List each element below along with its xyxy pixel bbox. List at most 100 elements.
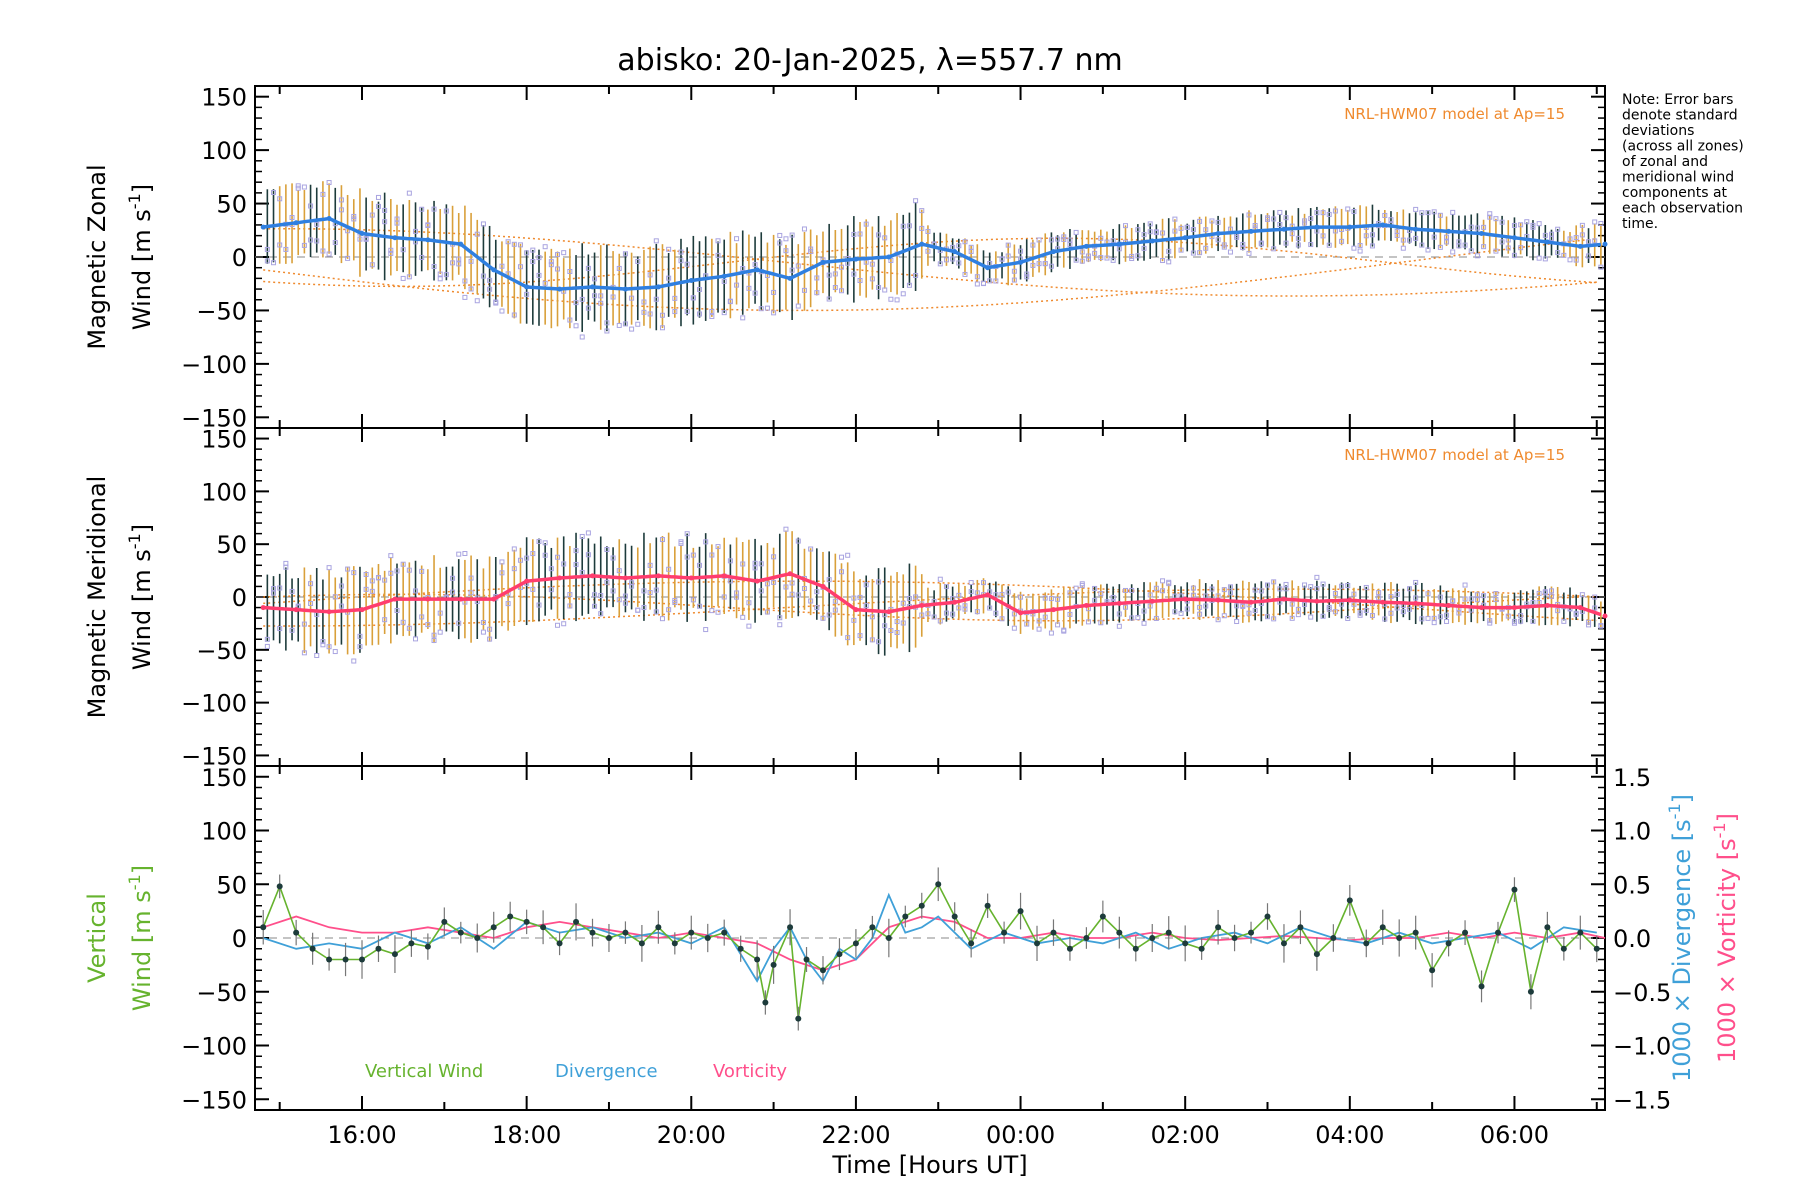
zonal-zone-point	[536, 255, 542, 261]
meridional-zone-point	[499, 559, 505, 565]
meridional-mean-point	[820, 583, 826, 589]
right-tick-label: −0.5	[1613, 979, 1671, 1007]
meridional-zone-point	[1406, 586, 1412, 592]
meridional-zone-point	[906, 595, 912, 601]
y-tick-label: 100	[201, 137, 247, 165]
meridional-zone-point	[1289, 615, 1295, 621]
zonal-zone-point	[320, 248, 326, 254]
zonal-zone-point	[1283, 240, 1289, 246]
meridional-mean-point	[1511, 605, 1517, 611]
zonal-zone-point	[635, 258, 641, 264]
zonal-zone-point	[1073, 229, 1079, 235]
meridional-zone-point	[641, 588, 647, 594]
zonal-zone-point	[857, 231, 863, 237]
zonal-zone-point	[308, 203, 314, 209]
zonal-zone-point	[962, 271, 968, 277]
zonal-zone-point	[1369, 232, 1375, 238]
zonal-zone-point	[616, 322, 622, 328]
meridional-zone-point	[585, 552, 591, 558]
meridional-zone-point	[876, 579, 882, 585]
meridional-zone-point	[647, 562, 653, 568]
vertical-wind-point	[540, 924, 547, 931]
note-line: each observation	[1622, 201, 1743, 217]
plot-layer: 150100500−50−100−150150100500−50−100−150…	[181, 84, 1671, 1149]
meridional-mean-point	[1380, 599, 1386, 605]
zonal-zone-point	[919, 208, 925, 214]
zonal-mean-point	[1511, 235, 1517, 241]
zonal-zone-point	[1030, 262, 1036, 268]
note-line: Note: Error bars	[1622, 92, 1733, 108]
zonal-zone-point	[1493, 248, 1499, 254]
zonal-zone-point	[301, 242, 307, 248]
zonal-mean-point	[260, 224, 266, 230]
zonal-zone-point	[1221, 242, 1227, 248]
zonal-mean-point	[1281, 226, 1287, 232]
meridional-zone-point	[1018, 594, 1024, 600]
meridional-zone-point	[1190, 592, 1196, 598]
zonal-zone-point	[1067, 241, 1073, 247]
zonal-zone-point	[1135, 253, 1141, 259]
meridional-zone-point	[1481, 593, 1487, 599]
zonal-zone-point	[925, 228, 931, 234]
meridional-zone-point	[289, 627, 295, 633]
meridional-zone-point	[1320, 613, 1326, 619]
meridional-zone-point	[981, 580, 987, 586]
meridional-zone-point	[338, 603, 344, 609]
meridional-zone-point	[1431, 620, 1437, 626]
vertical-wind-point	[803, 956, 810, 963]
meridional-zone-point	[641, 605, 647, 611]
zonal-zone-point	[1116, 246, 1122, 252]
zonal-mean-point	[1479, 230, 1485, 236]
meridional-zone-point	[962, 606, 968, 612]
meridional-zone-point	[808, 546, 814, 552]
zonal-zone-point	[968, 244, 974, 250]
meridional-zone-point	[320, 642, 326, 648]
zonal-zone-point	[326, 251, 332, 257]
zonal-mean-line	[262, 216, 1602, 291]
zonal-zone-point	[388, 247, 394, 253]
meridional-zone-point	[1376, 590, 1382, 596]
zonal-zone-point	[1227, 249, 1233, 255]
meridional-zone-point	[1048, 596, 1054, 602]
meridional-zone-point	[1160, 588, 1166, 594]
zonal-zone-point	[406, 274, 412, 280]
zonal-zone-point	[1123, 223, 1129, 229]
zonal-zone-point	[1129, 253, 1135, 259]
zonal-zone-point	[1468, 248, 1474, 254]
meridional-zone-point	[431, 637, 437, 643]
zonal-zone-point	[555, 266, 561, 272]
zonal-mean-point	[1544, 239, 1550, 245]
meridional-zone-point	[1271, 579, 1277, 585]
meridional-zone-point	[1351, 601, 1357, 607]
meridional-zone-point	[277, 585, 283, 591]
vertical-wind-point	[754, 956, 761, 963]
meridional-zone-point	[1388, 594, 1394, 600]
zonal-zone-point	[357, 236, 363, 242]
zonal-zone-point	[542, 244, 548, 250]
zonal-zone-point	[289, 215, 295, 221]
zonal-mean-point	[590, 284, 595, 290]
zonal-zone-point	[1431, 209, 1437, 215]
zonal-zone-point	[783, 248, 789, 254]
zonal-zone-point	[795, 263, 801, 269]
zonal-zone-point	[1548, 235, 1554, 241]
zonal-zone-point	[338, 197, 344, 203]
zonal-zone-point	[888, 296, 894, 302]
meridional-zone-point	[635, 607, 641, 613]
meridional-zone-point	[808, 598, 814, 604]
meridional-mean-point	[655, 573, 661, 579]
meridional-zone-point	[629, 580, 635, 586]
zonal-zone-point	[1024, 274, 1030, 280]
meridional-zone-point	[1048, 630, 1054, 636]
zonal-zone-point	[351, 213, 357, 219]
zonal-zone-point	[974, 274, 980, 280]
meridional-zone-point	[1116, 611, 1122, 617]
zonal-zone-point	[1190, 250, 1196, 256]
meridional-mean-point	[1577, 605, 1583, 611]
meridional-mean-point	[458, 596, 464, 602]
zonal-zone-point	[480, 273, 486, 279]
zonal-zone-point	[1394, 232, 1400, 238]
vertical-wind-point	[951, 913, 958, 920]
zonal-zone-point	[1110, 238, 1116, 244]
meridional-zone-point	[783, 526, 789, 532]
